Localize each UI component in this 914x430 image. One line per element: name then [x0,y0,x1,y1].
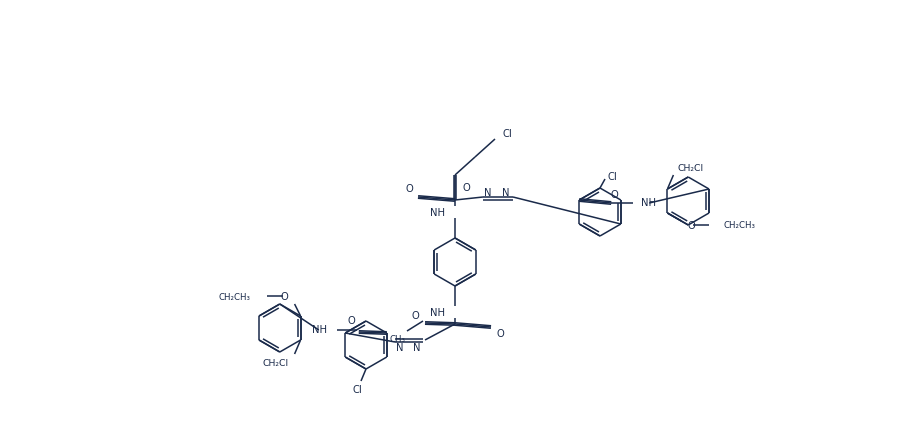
Text: N: N [413,342,420,352]
Text: CH₂CH₃: CH₂CH₃ [218,292,250,301]
Text: N: N [503,187,510,197]
Text: O: O [496,328,504,338]
Text: N: N [397,342,404,352]
Text: NH: NH [312,324,327,334]
Text: Cl: Cl [608,172,618,181]
Text: O: O [463,182,471,192]
Text: O: O [348,315,356,325]
Text: CH₃: CH₃ [389,334,405,343]
Text: NH: NH [430,307,445,317]
Text: Cl: Cl [503,129,513,139]
Text: Cl: Cl [352,384,362,394]
Text: NH: NH [430,208,445,218]
Text: CH₂CH₃: CH₂CH₃ [723,221,756,230]
Text: O: O [405,184,413,194]
Text: NH: NH [642,197,656,208]
Text: CH₂Cl: CH₂Cl [262,358,289,367]
Text: O: O [687,221,696,230]
Text: O: O [411,310,419,320]
Text: N: N [484,187,492,197]
Text: CH₂Cl: CH₂Cl [677,163,704,172]
Text: O: O [281,291,289,301]
Text: O: O [611,190,618,200]
